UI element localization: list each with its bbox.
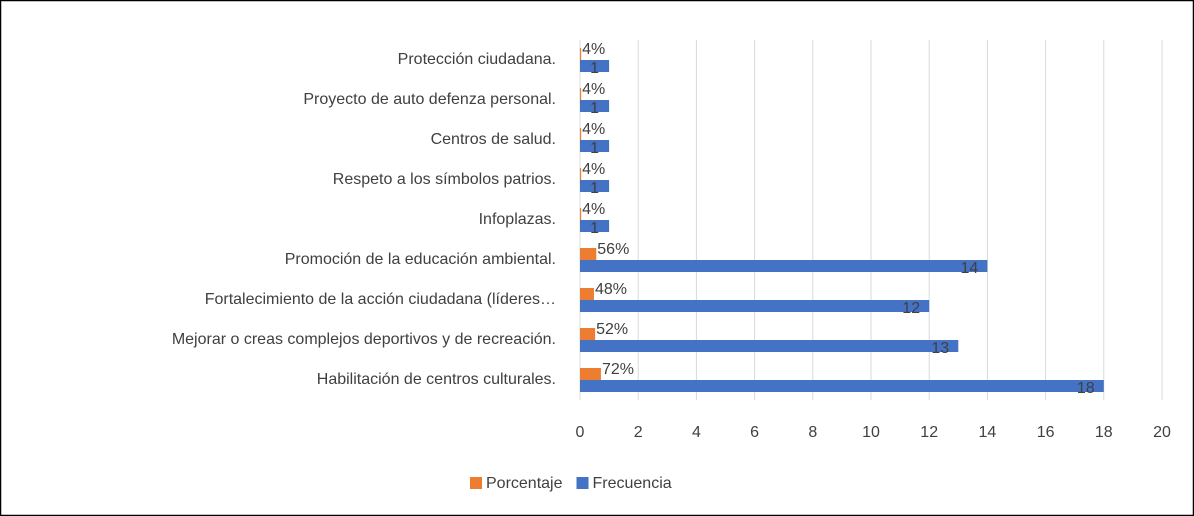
data-label: 13: [931, 340, 949, 357]
data-label: 14: [961, 260, 979, 277]
data-label: 1: [590, 140, 599, 157]
x-tick-label: 10: [862, 424, 880, 441]
bar: [580, 288, 594, 300]
bar: [580, 248, 597, 260]
data-label: 48%: [595, 281, 627, 298]
x-tick-label: 16: [1037, 424, 1055, 441]
y-tick-label: Fortalecimiento de la acción ciudadana (…: [205, 291, 556, 308]
data-label: 1: [590, 60, 599, 77]
bar: [580, 180, 610, 192]
bar: [580, 208, 582, 220]
x-tick-label: 4: [692, 424, 701, 441]
x-tick-label: 14: [979, 424, 997, 441]
x-tick-label: 0: [576, 424, 585, 441]
bar: [580, 88, 582, 100]
legend-swatch: [576, 477, 589, 489]
bar: [580, 128, 582, 140]
legend-label: Porcentaje: [486, 475, 563, 492]
bar: [580, 260, 988, 272]
bar: [580, 60, 610, 72]
legend-label: Frecuencia: [593, 475, 672, 492]
data-label: 52%: [596, 321, 628, 338]
y-tick-label: Proyecto de auto defenza personal.: [303, 91, 556, 108]
bar: [580, 48, 582, 60]
data-label: 72%: [602, 361, 634, 378]
legend-swatch: [470, 477, 482, 489]
data-label: 4%: [582, 201, 605, 218]
data-label: 4%: [582, 121, 605, 138]
data-label: 4%: [582, 161, 605, 178]
data-label: 1: [590, 100, 599, 117]
data-label: 18: [1077, 380, 1095, 397]
data-label: 12: [902, 300, 920, 317]
bar: [580, 300, 930, 312]
y-tick-label: Centros de salud.: [431, 131, 556, 148]
x-tick-label: 8: [808, 424, 817, 441]
y-tick-label: Protección ciudadana.: [398, 51, 556, 68]
data-label: 1: [590, 180, 599, 197]
bar: [580, 140, 610, 152]
x-tick-label: 2: [634, 424, 643, 441]
bar: [580, 340, 959, 352]
x-tick-label: 20: [1153, 424, 1171, 441]
y-tick-label: Respeto a los símbolos patrios.: [333, 171, 556, 188]
data-label: 4%: [582, 81, 605, 98]
bar: [580, 368, 601, 380]
data-label: 56%: [597, 241, 629, 258]
y-tick-label: Habilitación de centros culturales.: [317, 371, 556, 388]
data-label: 4%: [582, 41, 605, 58]
bar: [580, 168, 582, 180]
x-tick-label: 12: [920, 424, 938, 441]
bar: [580, 100, 610, 112]
x-tick-label: 6: [750, 424, 759, 441]
data-label: 1: [590, 220, 599, 237]
bar: [580, 328, 596, 340]
y-tick-label: Mejorar o creas complejos deportivos y d…: [172, 331, 556, 348]
x-tick-label: 18: [1095, 424, 1113, 441]
bar: [580, 220, 610, 232]
y-tick-label: Promoción de la educación ambiental.: [285, 251, 556, 268]
bar: [580, 380, 1104, 392]
y-tick-label: Infoplazas.: [479, 211, 556, 228]
